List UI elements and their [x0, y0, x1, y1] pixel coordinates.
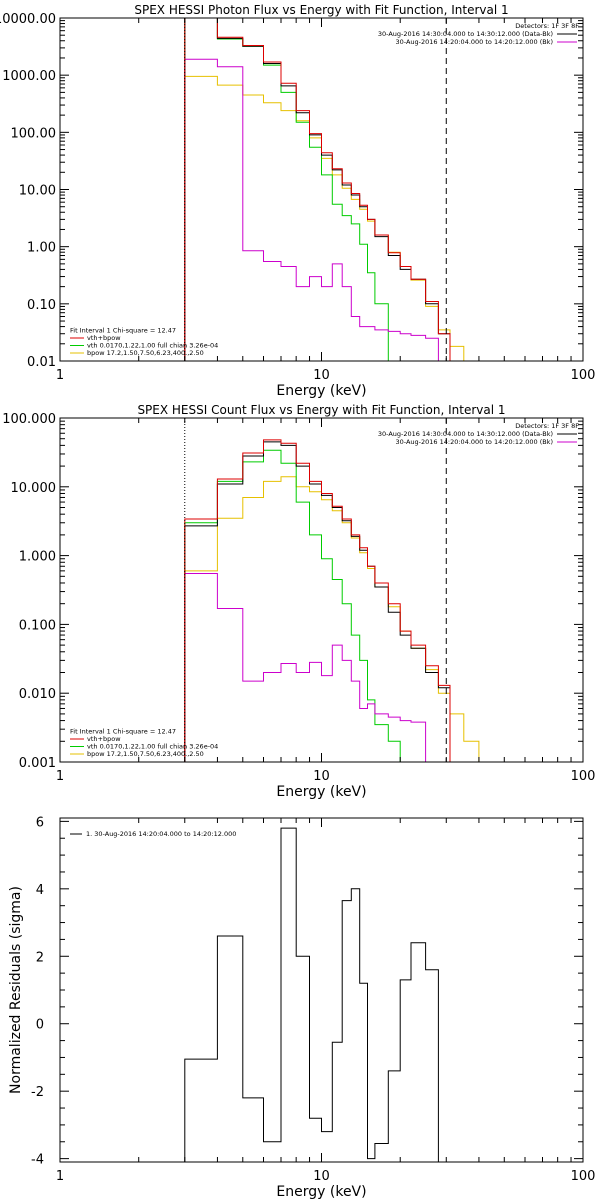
plot-frame — [59, 417, 584, 763]
x-tick-label: 100 — [571, 769, 596, 784]
legend-top-entry: 30-Aug-2016 14:20:04.000 to 14:20:12.000… — [396, 38, 553, 46]
x-tick-label: 1 — [56, 368, 64, 383]
residuals-panel: 1 10 100 6 4 2 0 -2 -4 Energy (keV) Normalized Res… — [8, 815, 595, 1200]
series-line-background — [184, 573, 480, 762]
y-tick-label: 100.00 — [11, 126, 57, 141]
y-tick-label: 2 — [36, 950, 44, 965]
legend-bottom-entry: vth+bpow — [87, 334, 121, 342]
y-tick-label: 10000.00 — [0, 12, 56, 27]
series-group — [184, 439, 480, 762]
legend-bottom-entry: Fit Interval 1 Chi-square = 12.47 — [70, 728, 176, 736]
legend-bottom-entry: vth+bpow — [87, 735, 121, 743]
series-line-residuals — [184, 827, 451, 1162]
detectors-label: Detectors: 1F 3F 8F — [515, 22, 579, 30]
series-group — [184, 827, 451, 1162]
series-line-vth — [184, 449, 480, 762]
series-line-vth — [184, 18, 480, 361]
series-line-background — [184, 58, 480, 361]
legend-bottom-entry: vth 0.0170,1.22,1.00 full chian 3.26e-04 — [87, 743, 218, 751]
series-line-bpow — [184, 75, 480, 361]
y-tick-label: 0.010 — [19, 687, 56, 702]
y-tick-label: 0.100 — [19, 618, 56, 633]
x-tick-label: 10 — [313, 769, 330, 784]
legend-bottom-entry: bpow 17.2,1.50,7.50,6.23,400.,2.50 — [87, 349, 204, 357]
x-tick-label: 100 — [571, 368, 596, 383]
y-tick-label: 100.000 — [2, 412, 56, 427]
legend-bottom-entry: bpow 17.2,1.50,7.50,6.23,400.,2.50 — [87, 750, 204, 758]
y-tick-label: -2 — [31, 1085, 44, 1100]
x-tick-label: 10 — [313, 1169, 330, 1184]
y-tick-label: 1000.00 — [2, 69, 56, 84]
legend-top-entry: 30-Aug-2016 14:20:04.000 to 14:20:12.000… — [396, 438, 553, 446]
series-line-total-fit — [184, 439, 480, 762]
y-tick-label: 0 — [36, 1018, 44, 1033]
y-tick-label: 10.000 — [11, 481, 57, 496]
x-axis-label: Energy (keV) — [276, 383, 366, 399]
legend-top-entry: 30-Aug-2016 14:30:04.000 to 14:30:12.000… — [378, 30, 553, 38]
series-line-bpow — [184, 476, 480, 762]
y-tick-label: -4 — [31, 1153, 44, 1168]
y-tick-label: 4 — [36, 883, 44, 898]
x-axis-label: Energy (keV) — [276, 784, 366, 800]
photon-flux-panel: SPEX HESSI Photon Flux vs Energy with Fi… — [0, 3, 595, 399]
series-line-data — [184, 18, 480, 361]
plot-frame — [59, 817, 584, 1163]
y-tick-label: 10.00 — [19, 184, 56, 199]
y-tick-label: 0.10 — [27, 298, 56, 313]
y-tick-label: 1.000 — [19, 550, 56, 565]
y-tick-label: 0.001 — [19, 756, 56, 771]
series-line-total-fit — [184, 18, 480, 361]
x-tick-label: 10 — [313, 368, 330, 383]
y-tick-label: 0.01 — [27, 355, 56, 370]
legend-entry: 1. 30-Aug-2016 14:20:04.000 to 14:20:12.… — [86, 830, 236, 838]
y-tick-label: 1.00 — [27, 241, 56, 256]
legend-top-entry: 30-Aug-2016 14:30:04.000 to 14:30:12.000… — [378, 430, 553, 438]
detectors-label: Detectors: 1F 3F 8F — [515, 422, 579, 430]
series-group — [184, 18, 480, 361]
x-tick-label: 1 — [56, 1169, 64, 1184]
x-axis-label: Energy (keV) — [276, 1184, 366, 1200]
plot-frame — [59, 17, 584, 362]
series-line-data — [184, 441, 480, 762]
y-tick-label: 6 — [36, 815, 44, 830]
chart-title: SPEX HESSI Photon Flux vs Energy with Fi… — [134, 3, 508, 17]
count-flux-panel: SPEX HESSI Count Flux vs Energy with Fit… — [2, 403, 595, 800]
legend-bottom-entry: vth 0.0170,1.22,1.00 full chian 3.26e-04 — [87, 342, 218, 350]
x-tick-label: 1 — [56, 769, 64, 784]
legend-bottom-entry: Fit Interval 1 Chi-square = 12.47 — [70, 327, 176, 335]
y-axis-label: Normalized Residuals (sigma) — [8, 886, 24, 1094]
chart-title: SPEX HESSI Count Flux vs Energy with Fit… — [137, 403, 505, 417]
x-tick-label: 100 — [571, 1169, 596, 1184]
